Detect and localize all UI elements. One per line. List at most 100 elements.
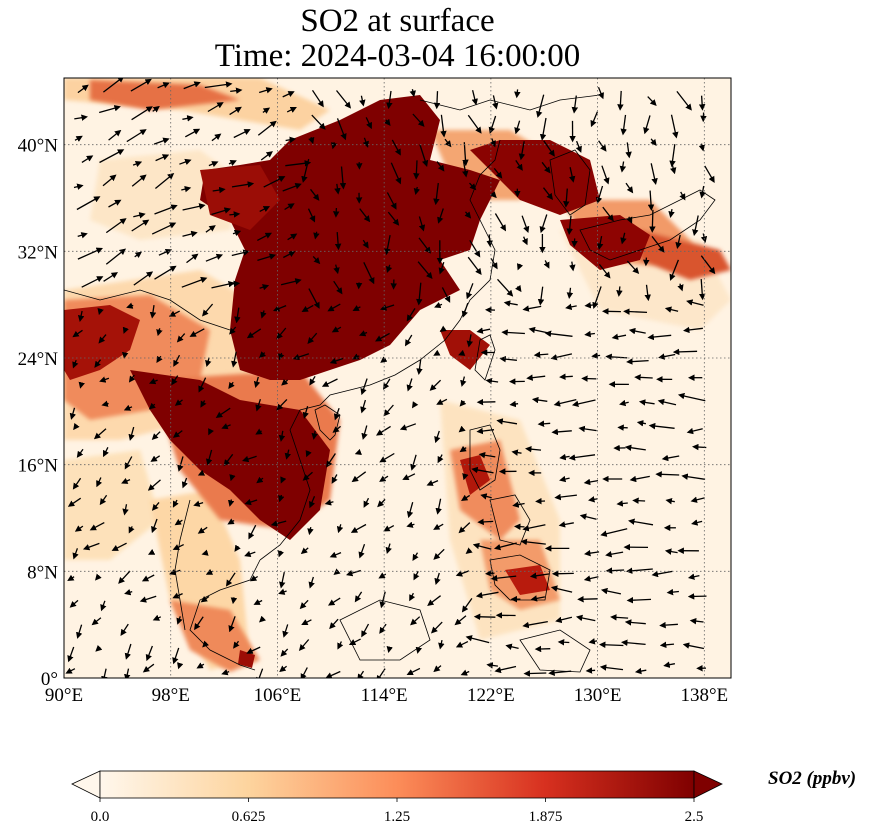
wind-arrow bbox=[205, 357, 212, 368]
wind-arrow bbox=[181, 477, 188, 489]
wind-arrow bbox=[278, 430, 286, 442]
wind-arrow bbox=[212, 186, 226, 194]
wind-arrow bbox=[665, 497, 675, 505]
wind-arrow bbox=[229, 211, 241, 218]
wind-arrow bbox=[493, 542, 517, 551]
wind-arrow bbox=[558, 521, 574, 528]
wind-arrow bbox=[211, 280, 235, 289]
wind-arrow bbox=[208, 161, 219, 168]
wind-arrow bbox=[657, 398, 677, 406]
wind-arrow bbox=[626, 260, 640, 275]
wind-arrow bbox=[433, 91, 441, 110]
wind-arrow bbox=[221, 423, 231, 430]
wind-arrow bbox=[623, 308, 648, 315]
wind-arrow bbox=[466, 334, 473, 348]
wind-arrow bbox=[182, 230, 198, 238]
wind-arrow bbox=[677, 392, 706, 402]
wind-arrow bbox=[592, 286, 602, 309]
wind-arrow bbox=[647, 190, 655, 211]
wind-arrow bbox=[380, 304, 395, 311]
wind-arrow bbox=[172, 592, 183, 599]
wind-arrow bbox=[668, 208, 675, 218]
wind-arrow bbox=[494, 213, 507, 232]
colorbar-tick-label: 1.25 bbox=[384, 809, 410, 825]
wind-arrow bbox=[436, 161, 445, 172]
wind-arrow bbox=[454, 615, 467, 626]
wind-arrow bbox=[575, 140, 582, 153]
wind-arrow bbox=[551, 428, 572, 436]
wind-arrow bbox=[336, 524, 344, 534]
wind-arrow bbox=[496, 418, 518, 425]
wind-arrow bbox=[205, 225, 216, 233]
wind-arrow bbox=[529, 572, 550, 579]
wind-arrow bbox=[643, 115, 651, 135]
y-tick-label: 32°N bbox=[18, 242, 59, 263]
wind-arrow bbox=[103, 447, 109, 458]
wind-arrow bbox=[173, 354, 181, 367]
wind-arrow bbox=[499, 355, 517, 363]
wind-arrow bbox=[141, 574, 155, 582]
wind-arrow bbox=[511, 449, 522, 456]
wind-arrow bbox=[205, 253, 224, 262]
wind-arrow bbox=[331, 474, 338, 484]
wind-arrow bbox=[465, 547, 473, 555]
wind-arrow bbox=[575, 614, 596, 622]
wind-arrow bbox=[74, 114, 88, 121]
wind-arrow bbox=[99, 494, 108, 506]
wind-arrow bbox=[346, 569, 361, 577]
wind-arrow bbox=[194, 616, 204, 631]
wind-arrow bbox=[486, 234, 493, 248]
wind-arrow bbox=[415, 646, 423, 654]
wind-arrow bbox=[413, 571, 420, 581]
wind-arrow bbox=[377, 498, 386, 508]
wind-arrow bbox=[330, 142, 338, 150]
wind-arrow bbox=[698, 95, 706, 111]
wind-arrow bbox=[249, 575, 259, 582]
wind-arrow bbox=[362, 137, 369, 148]
wind-arrow bbox=[108, 199, 122, 208]
wind-arrow bbox=[531, 396, 548, 404]
wind-arrow bbox=[626, 358, 649, 365]
wind-arrow bbox=[152, 105, 160, 113]
wind-arrow bbox=[543, 260, 550, 269]
wind-arrow bbox=[281, 378, 289, 386]
colorbar-tick-label: 0.0 bbox=[91, 809, 110, 825]
wind-arrow bbox=[99, 376, 110, 383]
wind-arrow bbox=[77, 232, 88, 239]
wind-arrow bbox=[563, 188, 570, 208]
wind-vectors bbox=[65, 78, 716, 678]
wind-arrow bbox=[357, 670, 365, 678]
wind-arrow bbox=[105, 248, 127, 265]
map-title: SO2 at surface Time: 2024-03-04 16:00:00 bbox=[64, 4, 731, 74]
wind-arrow bbox=[308, 136, 315, 145]
wind-arrow bbox=[462, 161, 469, 178]
wind-arrow bbox=[76, 448, 84, 458]
wind-arrow bbox=[259, 87, 273, 94]
wind-arrow bbox=[284, 203, 295, 211]
wind-arrow bbox=[568, 454, 596, 461]
wind-arrow bbox=[283, 251, 296, 259]
wind-arrow bbox=[279, 665, 288, 673]
wind-arrow bbox=[418, 216, 426, 232]
wind-arrow bbox=[103, 272, 118, 282]
wind-arrow bbox=[148, 402, 156, 410]
wind-arrow bbox=[154, 204, 178, 215]
wind-arrow bbox=[559, 453, 570, 461]
wind-arrow bbox=[385, 264, 393, 274]
wind-arrow bbox=[440, 114, 447, 138]
wind-arrow bbox=[98, 334, 107, 344]
colorbar: 0.0 0.625 1.25 1.875 2.5 bbox=[71, 770, 723, 825]
wind-arrow bbox=[81, 155, 94, 163]
wind-arrow bbox=[182, 115, 194, 122]
wind-arrow bbox=[354, 448, 362, 456]
wind-arrow bbox=[332, 425, 342, 433]
wind-arrow bbox=[329, 618, 339, 630]
wind-arrow bbox=[493, 168, 503, 179]
wind-arrow bbox=[200, 595, 210, 603]
wind-arrow bbox=[257, 253, 277, 262]
wind-arrow bbox=[461, 494, 471, 502]
wind-arrow bbox=[280, 278, 302, 286]
wind-arrow bbox=[579, 513, 597, 520]
wind-arrow bbox=[259, 284, 270, 291]
